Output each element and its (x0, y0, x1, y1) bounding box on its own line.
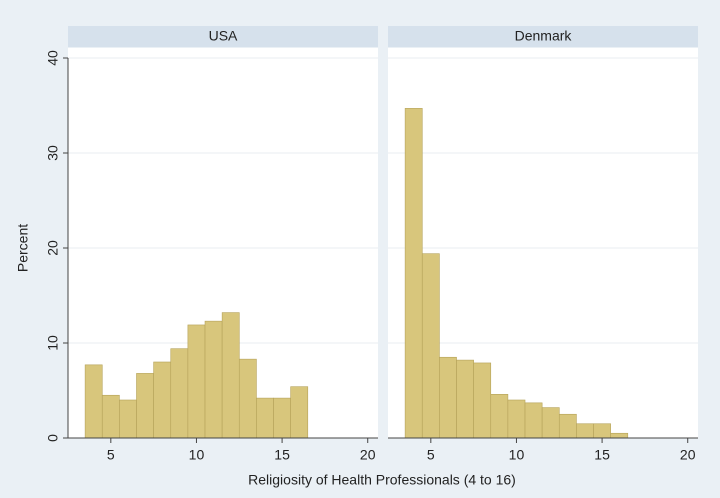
x-tick-label: 5 (107, 447, 115, 463)
y-tick-label: 0 (45, 434, 61, 442)
bar (187, 324, 206, 439)
bar (593, 423, 611, 439)
bar (256, 397, 274, 439)
x-tick-label: 15 (274, 447, 290, 463)
bar (558, 413, 577, 439)
bar (473, 362, 492, 439)
y-tick-label: 40 (45, 50, 61, 66)
y-tick-label: 10 (45, 335, 61, 351)
y-tick-label: 20 (45, 240, 61, 256)
x-tick-label: 15 (594, 447, 610, 463)
bar (456, 359, 474, 439)
bar (170, 348, 189, 439)
y-tick-label: 30 (45, 145, 61, 161)
bar (238, 358, 257, 439)
bar (119, 399, 137, 439)
bar (84, 364, 103, 439)
bar (204, 320, 223, 439)
panel-title: USA (209, 28, 238, 44)
bar (404, 108, 423, 439)
bar (507, 399, 526, 439)
x-tick-label: 10 (189, 447, 205, 463)
bar (221, 312, 240, 439)
strip (68, 26, 378, 47)
x-tick-label: 20 (360, 447, 376, 463)
bar (290, 386, 309, 439)
x-axis-label: Religiosity of Health Professionals (4 t… (248, 472, 516, 488)
bar (273, 397, 291, 439)
bar (541, 407, 560, 439)
bar (490, 393, 509, 439)
bar (421, 253, 440, 439)
bar (576, 423, 594, 439)
bar (439, 356, 457, 439)
bar (153, 361, 172, 439)
x-tick-label: 10 (509, 447, 525, 463)
bar (524, 402, 543, 439)
bar (610, 432, 629, 439)
bar (136, 373, 154, 439)
bar (101, 394, 120, 439)
x-tick-label: 20 (680, 447, 696, 463)
panel-title: Denmark (515, 28, 573, 44)
y-axis-label: Percent (15, 224, 31, 272)
x-tick-label: 5 (427, 447, 435, 463)
strip (388, 26, 698, 47)
